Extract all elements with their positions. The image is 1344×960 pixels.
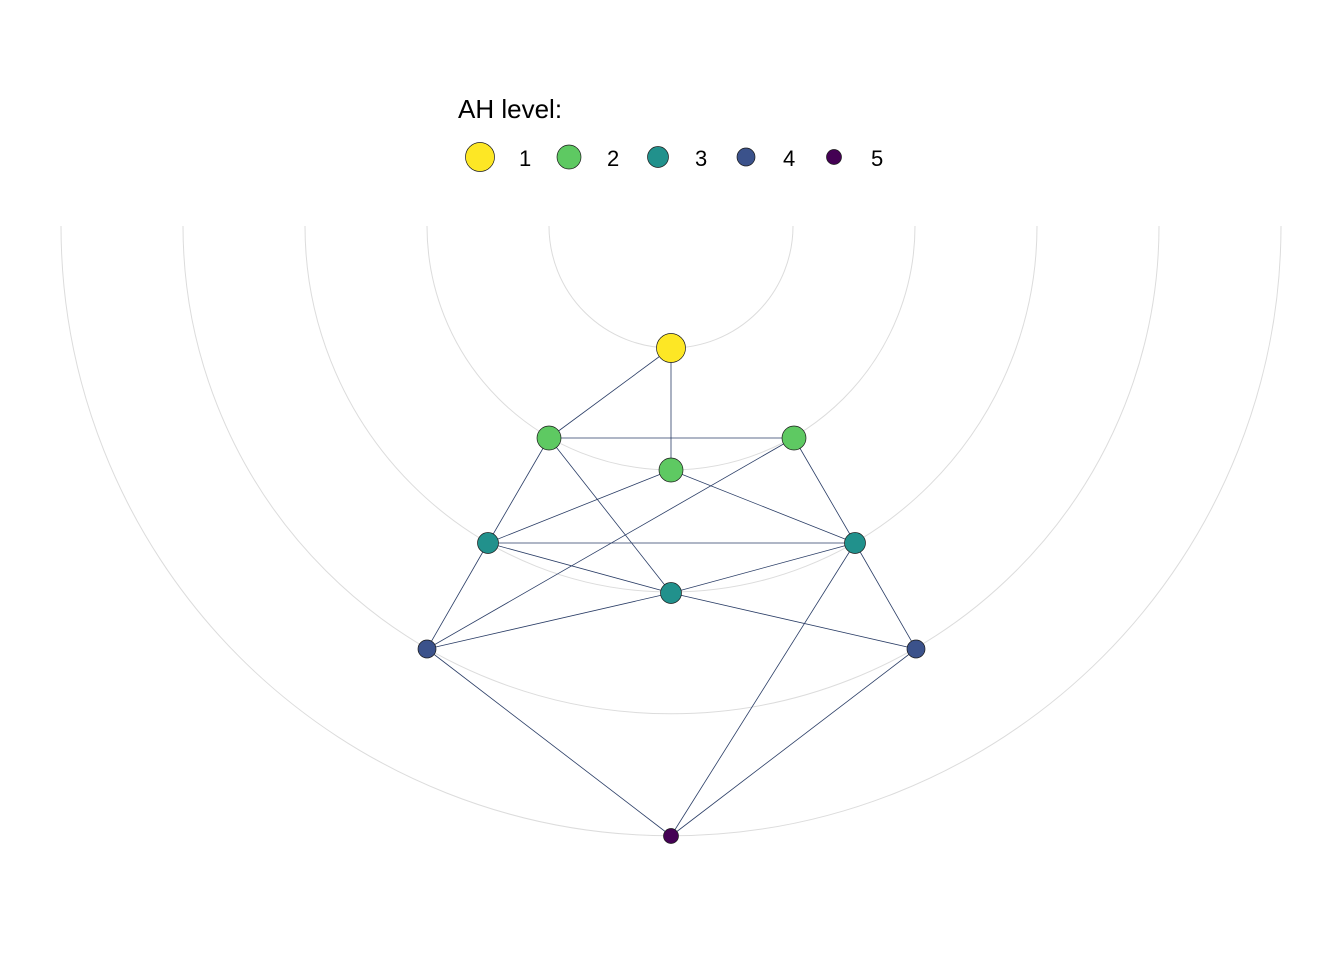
edge-n3b-n4a [426, 592, 672, 650]
node-n4b [906, 639, 926, 659]
legend-swatch-5 [826, 149, 842, 165]
edge-n2a-n3a [487, 437, 550, 544]
legend-label-5: 5 [871, 146, 883, 171]
edge-n2a-n3b [548, 437, 672, 594]
legend-swatch-2 [556, 144, 582, 170]
edges [426, 347, 917, 837]
legend-item-3: 3 [647, 146, 707, 171]
node-n1 [656, 333, 686, 363]
node-n5 [663, 828, 679, 844]
level-ring-5 [60, 225, 1282, 837]
legend-label-4: 4 [783, 146, 795, 171]
legend-label-1: 1 [519, 146, 531, 171]
edge-n2b-n3a [487, 469, 672, 544]
edge-n3c-n4b [854, 542, 917, 650]
level-ring-4 [182, 225, 1160, 715]
level-rings [60, 225, 1282, 837]
legend-item-1: 1 [465, 142, 531, 172]
edge-n3a-n3b [487, 542, 672, 594]
node-n2c [781, 425, 807, 451]
legend-swatch-3 [647, 146, 669, 168]
edge-n3b-n3c [670, 542, 856, 594]
nodes [417, 333, 926, 844]
edge-n1-n2a [548, 347, 672, 439]
edge-n2b-n3c [670, 469, 856, 544]
edge-n3a-n4a [426, 542, 489, 650]
legend-label-3: 3 [695, 146, 707, 171]
legend-title: AH level: [458, 94, 562, 124]
edge-n3b-n4b [670, 592, 917, 650]
node-n3c [844, 532, 866, 554]
legend-swatch-4 [736, 147, 756, 167]
node-n3b [660, 582, 682, 604]
legend-label-2: 2 [607, 146, 619, 171]
legend-item-5: 5 [826, 146, 883, 171]
edge-n4a-n5 [426, 648, 672, 837]
node-n2b [658, 457, 684, 483]
edge-n2c-n3c [793, 437, 856, 544]
legend-item-4: 4 [736, 146, 795, 171]
edge-n2c-n4a [426, 437, 795, 650]
edge-n4b-n5 [670, 648, 917, 837]
node-n2a [536, 425, 562, 451]
legend-items: 1 2 3 4 5 [465, 142, 883, 172]
node-n3a [477, 532, 499, 554]
legend-swatch-1 [465, 142, 495, 172]
edge-n3c-n5 [670, 542, 856, 837]
legend-item-2: 2 [556, 144, 619, 171]
node-n4a [417, 639, 437, 659]
level-ring-1 [548, 225, 794, 349]
legend: AH level: 1 2 3 4 5 [458, 94, 883, 172]
